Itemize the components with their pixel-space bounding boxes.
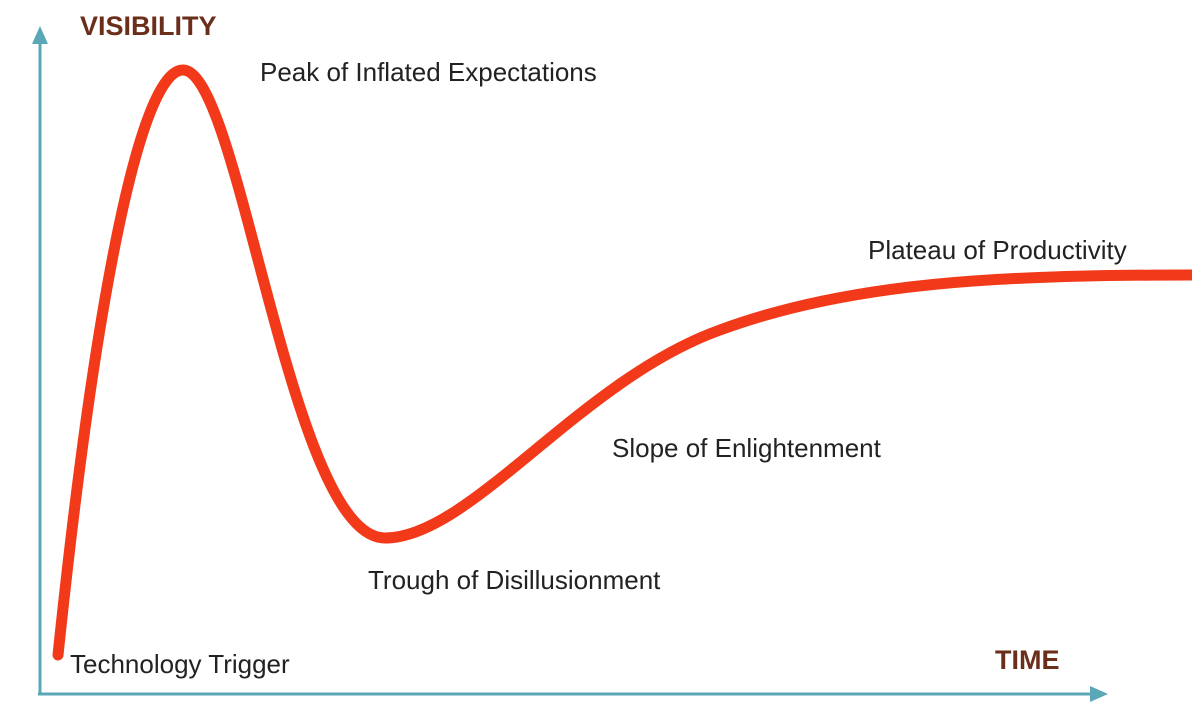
y-axis-label: VISIBILITY <box>80 11 217 41</box>
y-axis-arrow <box>32 26 48 44</box>
phase-label: Technology Trigger <box>70 649 290 679</box>
x-axis-arrow <box>1090 686 1108 702</box>
phase-label: Slope of Enlightenment <box>612 433 882 463</box>
x-axis-label: TIME <box>995 645 1060 675</box>
phase-label: Peak of Inflated Expectations <box>260 57 597 87</box>
hype-curve <box>52 64 1192 661</box>
phase-label: Plateau of Productivity <box>868 235 1127 265</box>
phase-label: Trough of Disillusionment <box>368 565 661 595</box>
